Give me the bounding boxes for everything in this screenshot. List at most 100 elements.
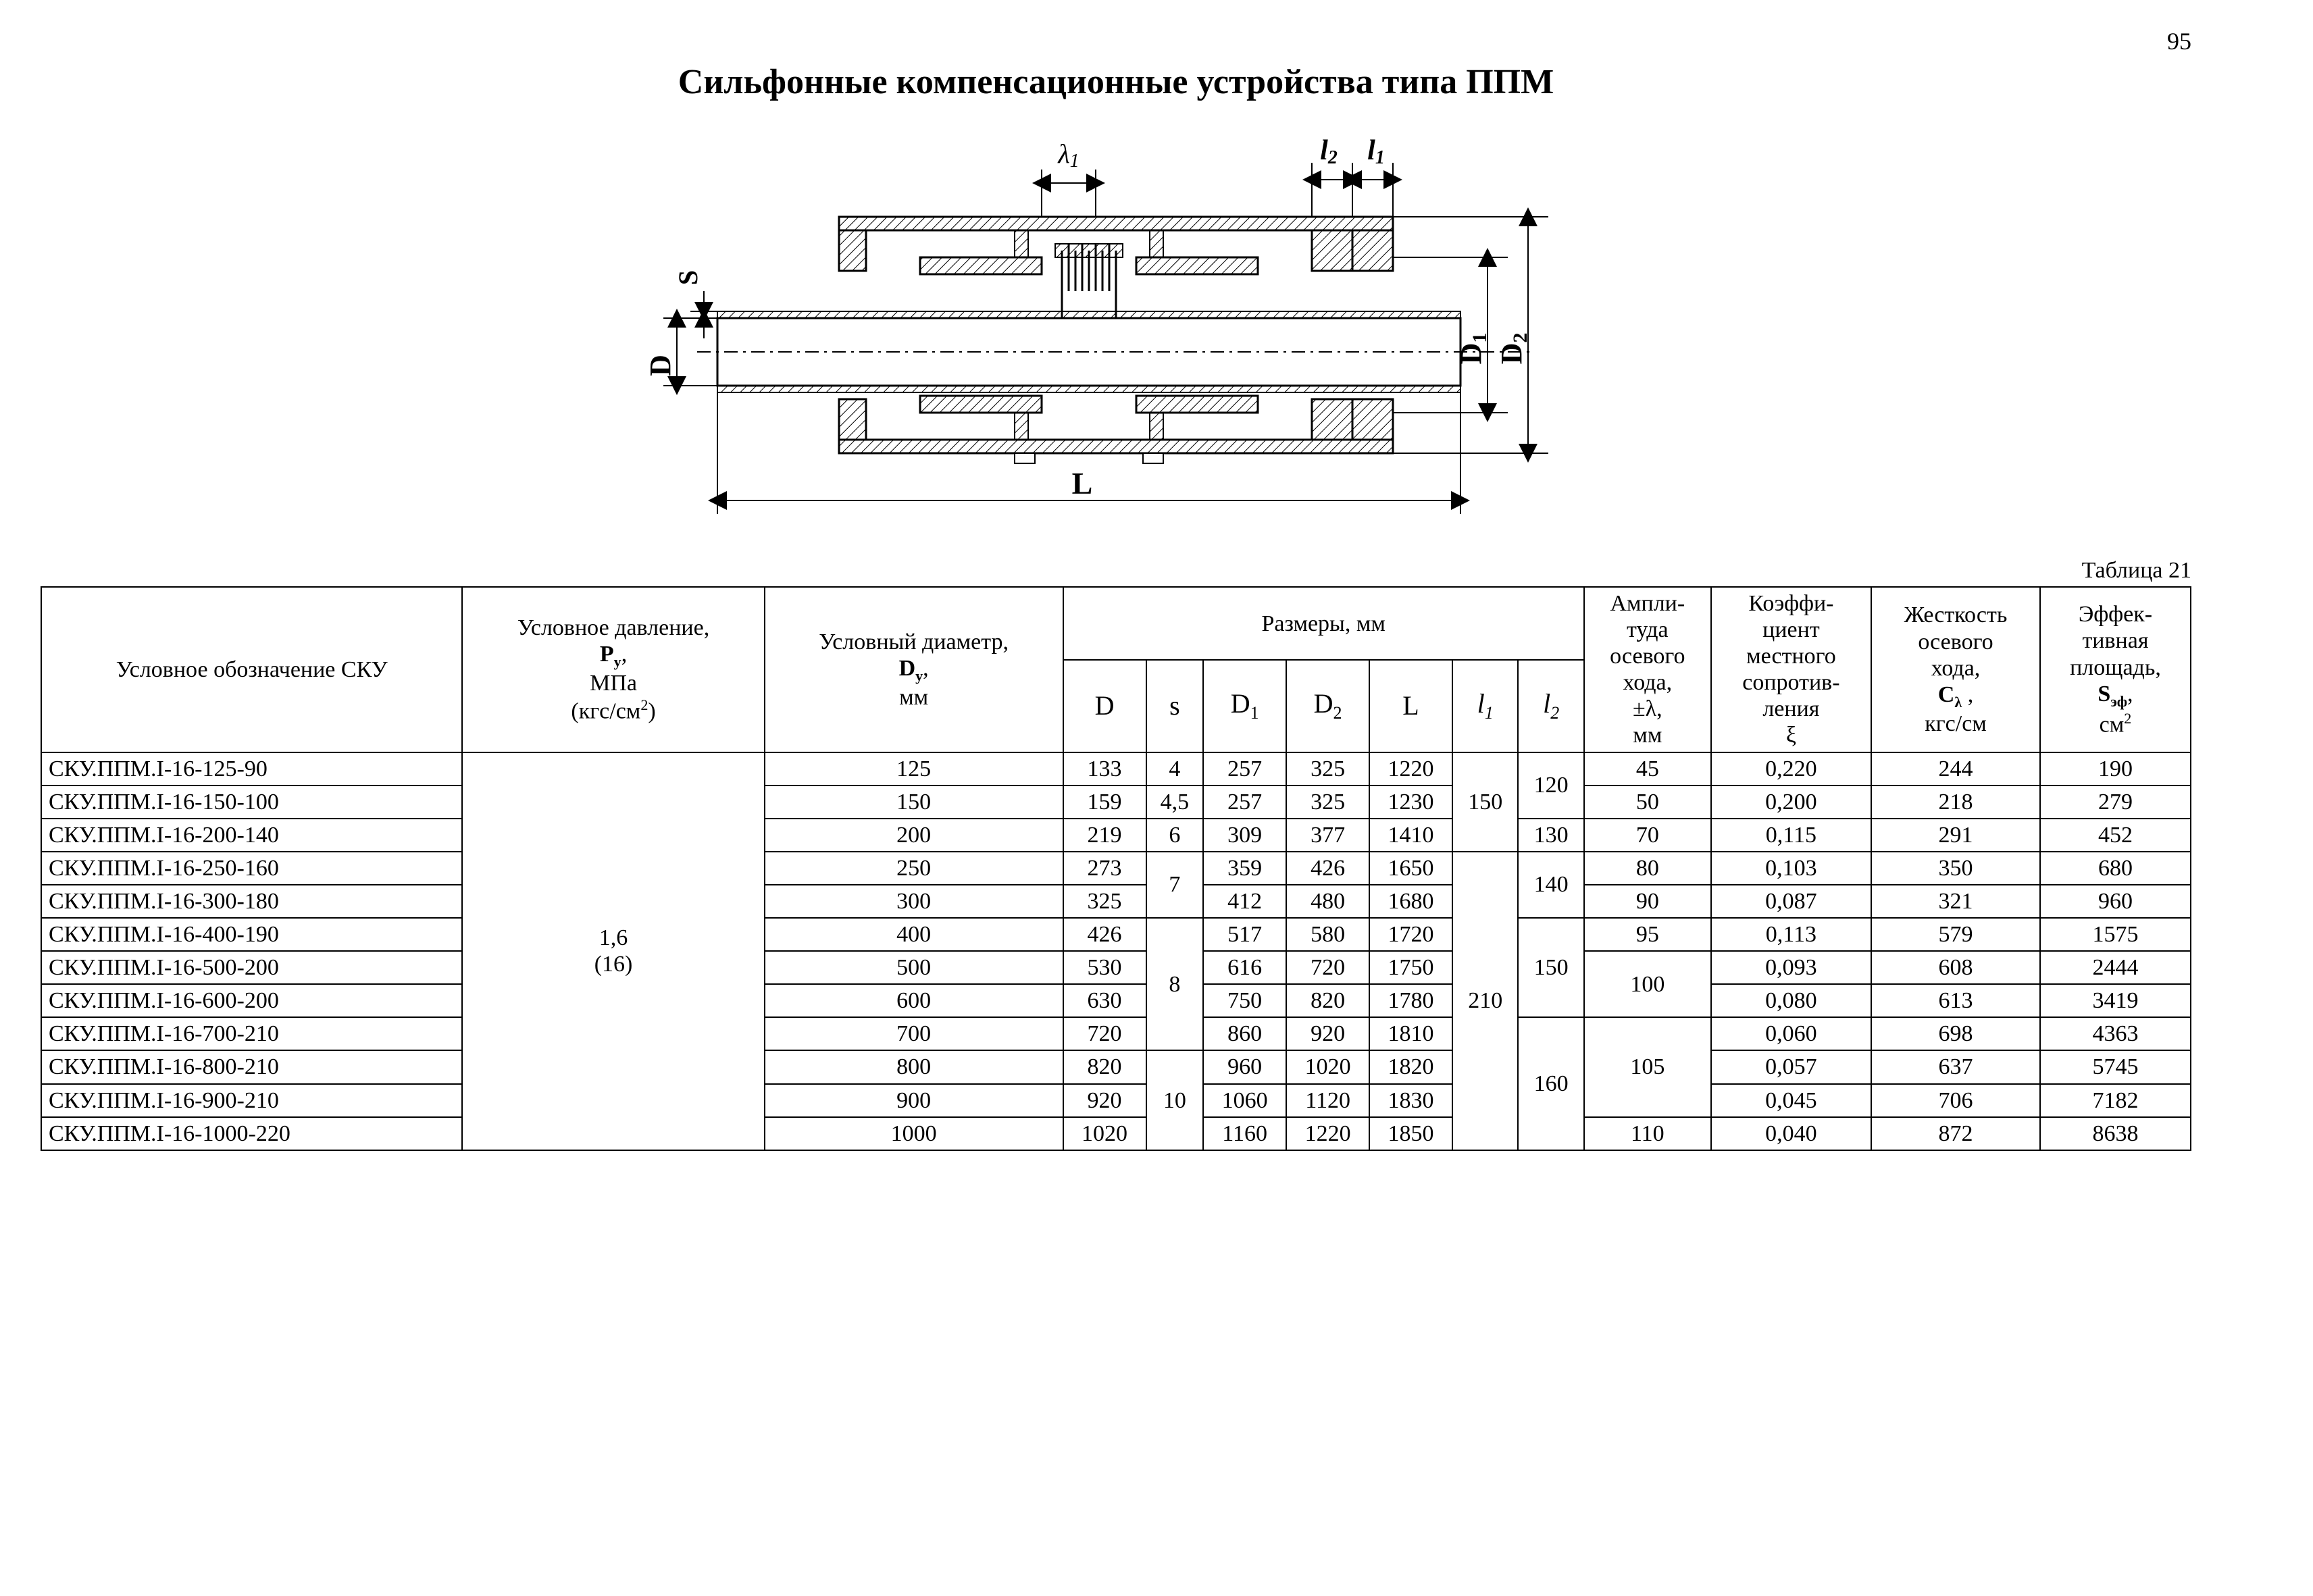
table-row: СКУ.ППМ.I-16-300-180 300 325 412 480 168… — [41, 885, 2191, 918]
cell-sku: СКУ.ППМ.I-16-500-200 — [41, 951, 462, 984]
cell-C: 613 — [1871, 984, 2040, 1017]
cell-sku: СКУ.ППМ.I-16-150-100 — [41, 786, 462, 819]
cell-xi: 0,057 — [1711, 1050, 1871, 1083]
cell-s: 4 — [1146, 752, 1204, 786]
cell-dy: 300 — [765, 885, 1063, 918]
cell-D: 720 — [1063, 1017, 1146, 1050]
cell-xi: 0,060 — [1711, 1017, 1871, 1050]
cell-s: 8 — [1146, 918, 1204, 1050]
cell-D: 219 — [1063, 819, 1146, 852]
cell-l2: 140 — [1518, 852, 1583, 918]
cell-L: 1650 — [1369, 852, 1452, 885]
table-row: СКУ.ППМ.I-16-500-200 500 530 616 720 175… — [41, 951, 2191, 984]
col-dims: Размеры, мм — [1063, 587, 1584, 660]
cell-lambda: 90 — [1584, 885, 1711, 918]
table-row: СКУ.ППМ.I-16-125-90 1,6(16) 125 133 4 25… — [41, 752, 2191, 786]
cell-C: 321 — [1871, 885, 2040, 918]
cell-sku: СКУ.ППМ.I-16-300-180 — [41, 885, 462, 918]
cell-s: 10 — [1146, 1050, 1204, 1150]
table-row: СКУ.ППМ.I-16-700-210 700 720 860 920 181… — [41, 1017, 2191, 1050]
cell-D: 273 — [1063, 852, 1146, 885]
cell-C: 608 — [1871, 951, 2040, 984]
cell-l1: 150 — [1452, 752, 1518, 852]
cell-xi: 0,103 — [1711, 852, 1871, 885]
cell-D2: 1020 — [1286, 1050, 1369, 1083]
cell-dy: 250 — [765, 852, 1063, 885]
table-row: СКУ.ППМ.I-16-800-210 800 820 10 960 1020… — [41, 1050, 2191, 1083]
col-pressure: Условное давление,Pу,МПа(кгс/см2) — [462, 587, 764, 752]
cell-sku: СКУ.ППМ.I-16-800-210 — [41, 1050, 462, 1083]
dimensions-table: Условное обозначение СКУ Условное давлен… — [41, 586, 2191, 1151]
cell-D2: 325 — [1286, 786, 1369, 819]
cell-S: 8638 — [2040, 1117, 2191, 1150]
cell-dy: 700 — [765, 1017, 1063, 1050]
cell-D1: 412 — [1203, 885, 1286, 918]
cell-xi: 0,200 — [1711, 786, 1871, 819]
cell-sku: СКУ.ППМ.I-16-1000-220 — [41, 1117, 462, 1150]
cell-C: 872 — [1871, 1117, 2040, 1150]
cell-xi: 0,115 — [1711, 819, 1871, 852]
cell-C: 244 — [1871, 752, 2040, 786]
cell-S: 2444 — [2040, 951, 2191, 984]
cell-l2: 130 — [1518, 819, 1583, 852]
cell-L: 1410 — [1369, 819, 1452, 852]
cell-dy: 400 — [765, 918, 1063, 951]
cell-D2: 1220 — [1286, 1117, 1369, 1150]
cell-S: 5745 — [2040, 1050, 2191, 1083]
cell-S: 279 — [2040, 786, 2191, 819]
cell-sku: СКУ.ППМ.I-16-600-200 — [41, 984, 462, 1017]
cell-L: 1820 — [1369, 1050, 1452, 1083]
cell-xi: 0,080 — [1711, 984, 1871, 1017]
cell-S: 190 — [2040, 752, 2191, 786]
svg-text:l2: l2 — [1320, 135, 1338, 168]
cell-dy: 900 — [765, 1084, 1063, 1117]
cell-sku: СКУ.ППМ.I-16-125-90 — [41, 752, 462, 786]
cell-lambda: 105 — [1584, 1017, 1711, 1116]
cell-L: 1220 — [1369, 752, 1452, 786]
col-l2: l2 — [1518, 660, 1583, 752]
cell-lambda: 80 — [1584, 852, 1711, 885]
cell-D2: 325 — [1286, 752, 1369, 786]
cell-S: 1575 — [2040, 918, 2191, 951]
cell-D2: 377 — [1286, 819, 1369, 852]
cell-l1: 210 — [1452, 852, 1518, 1150]
cell-D1: 517 — [1203, 918, 1286, 951]
table-row: СКУ.ППМ.I-16-200-140 200 219 6 309 377 1… — [41, 819, 2191, 852]
cell-D1: 1160 — [1203, 1117, 1286, 1150]
cell-D1: 750 — [1203, 984, 1286, 1017]
cell-L: 1810 — [1369, 1017, 1452, 1050]
cell-D1: 359 — [1203, 852, 1286, 885]
svg-text:λ1: λ1 — [1057, 138, 1079, 172]
cell-C: 291 — [1871, 819, 2040, 852]
cell-C: 637 — [1871, 1050, 2040, 1083]
cell-dy: 150 — [765, 786, 1063, 819]
cell-D1: 1060 — [1203, 1084, 1286, 1117]
cell-pressure: 1,6(16) — [462, 752, 764, 1150]
cell-xi: 0,093 — [1711, 951, 1871, 984]
cell-D: 530 — [1063, 951, 1146, 984]
svg-text:L: L — [1072, 466, 1093, 500]
cell-S: 7182 — [2040, 1084, 2191, 1117]
cell-S: 960 — [2040, 885, 2191, 918]
cell-D: 325 — [1063, 885, 1146, 918]
cell-dy: 600 — [765, 984, 1063, 1017]
cell-S: 680 — [2040, 852, 2191, 885]
cell-lambda: 95 — [1584, 918, 1711, 951]
cell-xi: 0,113 — [1711, 918, 1871, 951]
cell-D: 920 — [1063, 1084, 1146, 1117]
cell-L: 1680 — [1369, 885, 1452, 918]
cell-D2: 426 — [1286, 852, 1369, 885]
cell-xi: 0,045 — [1711, 1084, 1871, 1117]
cell-L: 1780 — [1369, 984, 1452, 1017]
cell-l2: 160 — [1518, 1017, 1583, 1150]
cell-dy: 800 — [765, 1050, 1063, 1083]
cell-C: 350 — [1871, 852, 2040, 885]
cell-sku: СКУ.ППМ.I-16-400-190 — [41, 918, 462, 951]
cell-C: 698 — [1871, 1017, 2040, 1050]
cell-D1: 309 — [1203, 819, 1286, 852]
cell-dy: 200 — [765, 819, 1063, 852]
cell-lambda: 100 — [1584, 951, 1711, 1017]
svg-text:l1: l1 — [1367, 135, 1385, 168]
cell-D: 159 — [1063, 786, 1146, 819]
table-row: СКУ.ППМ.I-16-600-200 600 630 750 820 178… — [41, 984, 2191, 1017]
